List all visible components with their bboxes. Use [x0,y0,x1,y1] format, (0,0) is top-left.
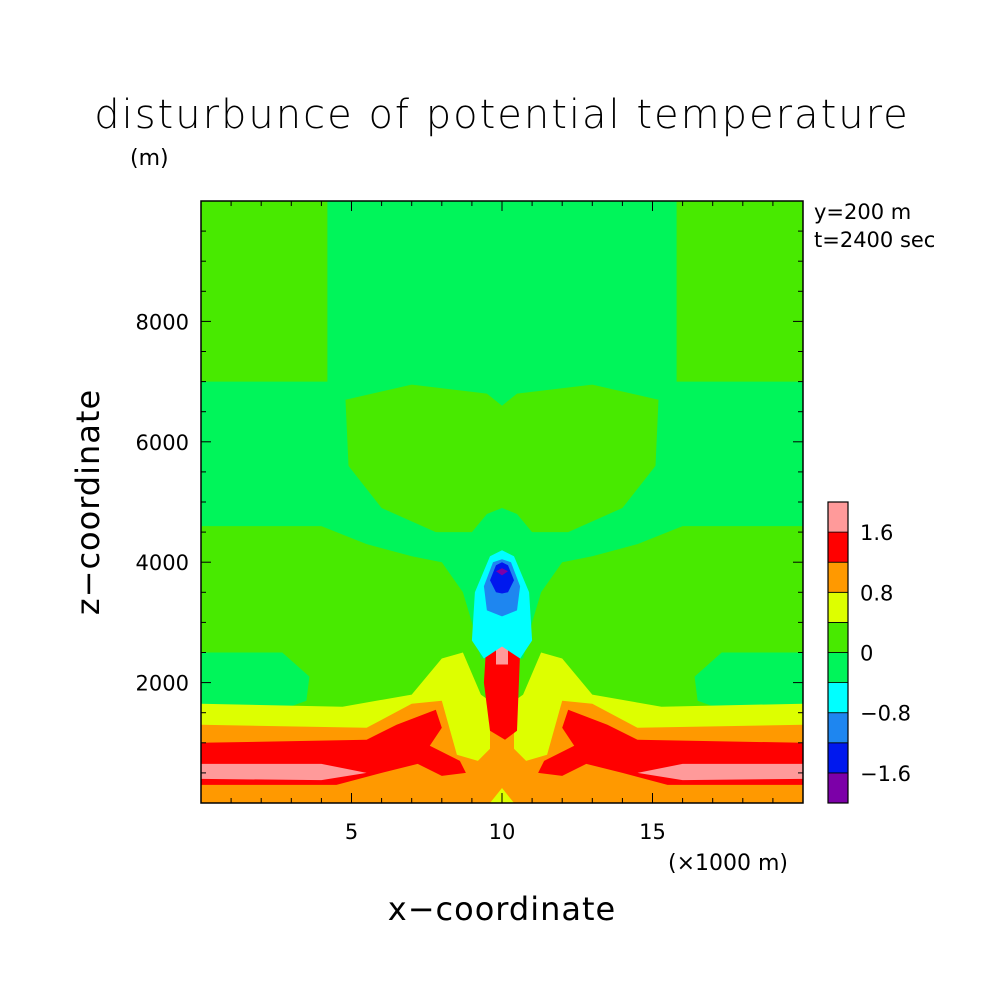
colorbar: 1.6 0.8 0 −0.8 −1.6 [827,501,911,804]
colorbar-swatch [827,772,849,804]
y-tick-label: 2000 [136,672,189,696]
x-unit-label: (×1000 m) [668,851,789,876]
colorbar-label: −0.8 [860,702,911,726]
contour-region-11 [496,643,508,665]
colorbar-frame [827,501,849,804]
plot-area [201,201,803,803]
x-axis-label: x−coordinate [387,890,617,928]
colorbar-label: 0.8 [860,581,893,605]
annotation-t: t=2400 sec [814,228,936,252]
colorbar-swatch [827,712,849,744]
y-tick-label: 8000 [136,310,189,334]
colorbar-swatch [827,501,849,533]
colorbar-label: −1.6 [860,762,911,786]
colorbar-swatch [827,652,849,684]
x-tick-label: 15 [639,820,666,844]
contour-region-1 [676,201,803,382]
y-tick-label: 6000 [136,431,189,455]
contour-region-14 [490,562,514,594]
colorbar-swatch [827,561,849,593]
colorbar-swatch [827,591,849,623]
contour-region-0 [201,201,328,382]
x-tick-label: 5 [345,820,358,844]
colorbar-label: 0 [860,642,873,666]
y-tick-label: 4000 [136,551,189,575]
chart-title: disturbunce of potential temperature [94,92,910,138]
contour-region-9 [201,763,367,781]
contour-region-3 [201,526,803,725]
x-tick-label: 10 [489,820,516,844]
contour-region-15 [496,568,508,576]
contour-region-2 [345,384,659,533]
axes: 5 10 15 2000 4000 6000 8000 [136,200,804,844]
contour-region-10 [637,763,803,781]
colorbar-swatch [827,682,849,714]
annotation-y: y=200 m [814,200,912,224]
colorbar-swatch [827,742,849,774]
colorbar-swatch [827,622,849,653]
colorbar-label: 1.6 [860,521,893,545]
y-unit-label: (m) [130,146,169,171]
colorbar-swatch [827,531,849,563]
